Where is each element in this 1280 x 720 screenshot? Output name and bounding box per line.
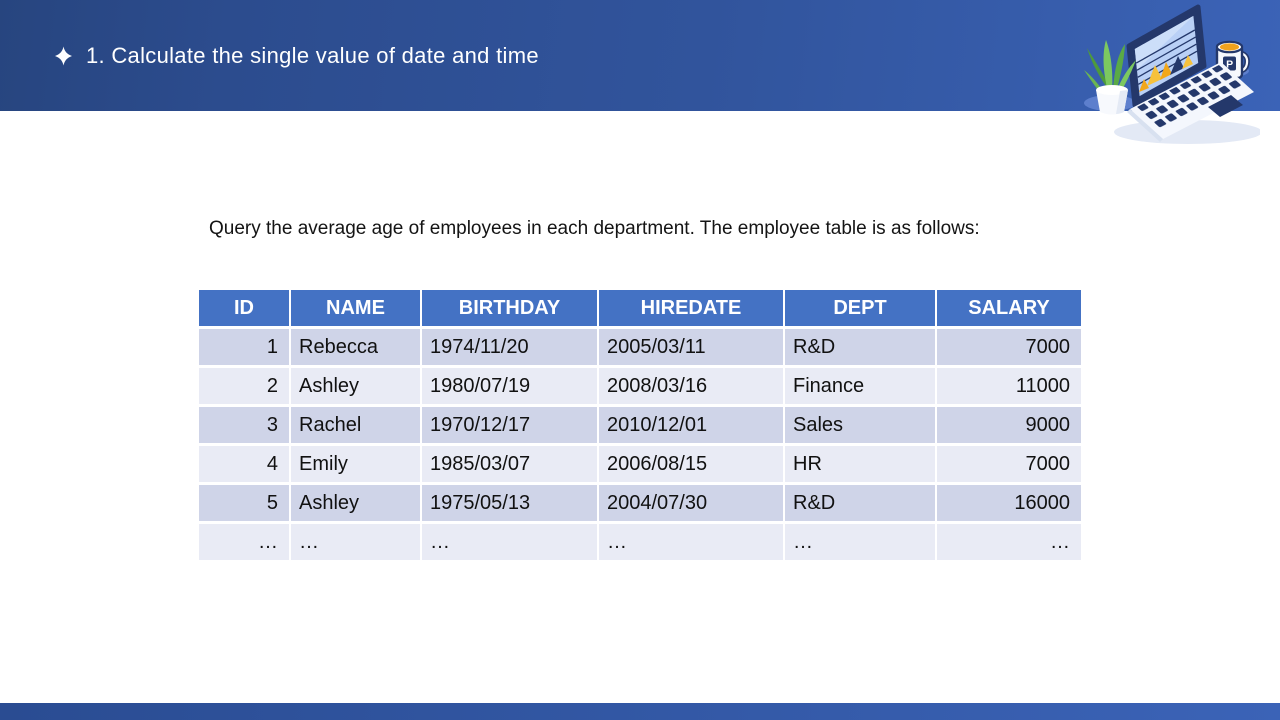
employee-table-wrap: ID NAME BIRTHDAY HIREDATE DEPT SALARY 1 Rebecc… [197, 287, 1083, 563]
table-cell: … [937, 524, 1081, 560]
header-bar: 1. Calculate the single value of date an… [0, 0, 1280, 111]
table-row: 2 Ashley 1980/07/19 2008/03/16 Finance 11000 [199, 368, 1081, 404]
table-cell: 5 [199, 485, 289, 521]
table-cell: 2005/03/11 [599, 329, 783, 365]
page-title: 1. Calculate the single value of date an… [86, 42, 539, 68]
table-cell: 2006/08/15 [599, 446, 783, 482]
laptop-desk-illustration: P [1084, 4, 1260, 144]
table-cell: 9000 [937, 407, 1081, 443]
column-header-name: NAME [291, 290, 420, 326]
table-cell: Ashley [291, 368, 420, 404]
table-cell: 1970/12/17 [422, 407, 597, 443]
table-header-row: ID NAME BIRTHDAY HIREDATE DEPT SALARY [199, 290, 1081, 326]
table-row: 4 Emily 1985/03/07 2006/08/15 HR 7000 [199, 446, 1081, 482]
table-cell: Emily [291, 446, 420, 482]
table-cell: 4 [199, 446, 289, 482]
coffee-mug-icon: P [1215, 40, 1250, 80]
laptop-icon [1126, 4, 1254, 142]
table-cell: 11000 [937, 368, 1081, 404]
table-cell: Finance [785, 368, 935, 404]
table-cell: … [422, 524, 597, 560]
column-header-birthday: BIRTHDAY [422, 290, 597, 326]
employee-table: ID NAME BIRTHDAY HIREDATE DEPT SALARY 1 Rebecc… [197, 287, 1083, 563]
table-cell: … [599, 524, 783, 560]
footer-bar [0, 703, 1280, 720]
table-cell: 1 [199, 329, 289, 365]
table-cell: 2008/03/16 [599, 368, 783, 404]
mug-logo: P [1226, 58, 1233, 70]
table-cell: Sales [785, 407, 935, 443]
column-header-salary: SALARY [937, 290, 1081, 326]
table-cell: 1985/03/07 [422, 446, 597, 482]
column-header-dept: DEPT [785, 290, 935, 326]
table-cell: 2010/12/01 [599, 407, 783, 443]
table-cell: 1980/07/19 [422, 368, 597, 404]
table-cell: 2004/07/30 [599, 485, 783, 521]
table-cell: HR [785, 446, 935, 482]
table-cell: R&D [785, 329, 935, 365]
table-cell: 1975/05/13 [422, 485, 597, 521]
table-row: ……………… [199, 524, 1081, 560]
table-cell: 1974/11/20 [422, 329, 597, 365]
keyboard-keys [1137, 65, 1243, 129]
table-cell: 7000 [937, 329, 1081, 365]
column-header-hiredate: HIREDATE [599, 290, 783, 326]
table-cell: R&D [785, 485, 935, 521]
trackpad [1208, 95, 1243, 117]
screen-chart-peaks [1139, 55, 1193, 92]
table-cell: 3 [199, 407, 289, 443]
column-header-id: ID [199, 290, 289, 326]
description-text: Query the average age of employees in ea… [209, 218, 980, 239]
table-cell: … [785, 524, 935, 560]
table-cell: 7000 [937, 446, 1081, 482]
table-cell: Rebecca [291, 329, 420, 365]
table-cell: Rachel [291, 407, 420, 443]
plant-illustration [1084, 40, 1136, 115]
table-row: 3 Rachel 1970/12/17 2010/12/01 Sales 9000 [199, 407, 1081, 443]
table-row: 5 Ashley 1975/05/13 2004/07/30 R&D 16000 [199, 485, 1081, 521]
table-row: 1 Rebecca 1974/11/20 2005/03/11 R&D 7000 [199, 329, 1081, 365]
four-pointed-star-icon [55, 46, 72, 65]
table-cell: … [199, 524, 289, 560]
table-cell: 2 [199, 368, 289, 404]
table-cell: 16000 [937, 485, 1081, 521]
table-cell: Ashley [291, 485, 420, 521]
table-cell: … [291, 524, 420, 560]
